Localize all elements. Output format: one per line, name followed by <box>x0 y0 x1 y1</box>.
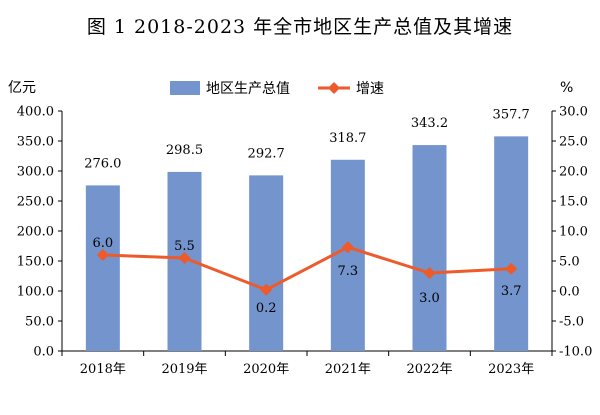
bar <box>412 145 447 351</box>
y-left-tick-label: 350.0 <box>17 135 54 150</box>
y-right-tick-label: 25.0 <box>559 135 588 150</box>
bar-value-label: 276.0 <box>84 156 121 171</box>
y-left-tick-label: 100.0 <box>17 285 54 300</box>
line-value-label: 3.7 <box>501 284 522 299</box>
bar <box>249 175 284 351</box>
legend-bar-label: 地区生产总值 <box>206 81 290 97</box>
y-right-tick-label: 15.0 <box>559 195 588 210</box>
line-point <box>260 283 273 296</box>
tick-labels: 0.0 50.0 100.0 150.0 200.0 250.0 300.0 350.0 400… <box>17 105 593 378</box>
line-value-label: 5.5 <box>174 239 195 254</box>
line-point <box>423 267 436 279</box>
bar-value-label: 298.5 <box>166 143 203 158</box>
y-right-tick-label: -5.0 <box>559 315 584 330</box>
bar-series <box>85 136 529 351</box>
y-right-tick-label: 30.0 <box>559 105 588 120</box>
growth-line <box>102 245 512 292</box>
line-point <box>96 249 109 261</box>
y-right-tick-label: 0.0 <box>559 285 580 300</box>
x-tick-label: 2023年 <box>488 362 534 377</box>
bar <box>330 159 365 351</box>
line-value-label: 3.0 <box>419 291 440 306</box>
legend-bar-swatch <box>170 81 200 95</box>
axes <box>58 110 556 356</box>
y-left-tick-label: 300.0 <box>17 165 54 180</box>
y-left-tick-label: 50.0 <box>25 315 54 330</box>
line-value-label: 7.3 <box>337 264 358 279</box>
x-tick-label: 2018年 <box>80 362 126 377</box>
line-point <box>178 252 191 264</box>
line-value-label: 6.0 <box>92 236 113 251</box>
y-left-tick-label: 150.0 <box>17 255 54 270</box>
y-left-tick-label: 250.0 <box>17 195 54 210</box>
y-left-tick-label: 0.0 <box>33 345 54 360</box>
data-labels: 276.0 298.5 292.7 318.7 343.2 357.7 6.0 5.5 0.2 7… <box>84 107 530 315</box>
x-tick-label: 2019年 <box>161 362 207 377</box>
bar-value-label: 318.7 <box>329 131 366 146</box>
legend-line-label: 增速 <box>356 81 384 97</box>
line-point <box>505 262 518 275</box>
line-value-label: 0.2 <box>256 301 277 316</box>
y-right-tick-label: -10.0 <box>559 345 592 360</box>
legend-line-marker <box>328 82 340 94</box>
y-right-tick-label: 20.0 <box>559 165 588 180</box>
y-right-tick-label: 10.0 <box>559 225 588 240</box>
y-right-tick-label: 5.0 <box>559 255 580 270</box>
y-left-unit: 亿元 <box>8 80 36 96</box>
chart-title: 图 1 2018-2023 年全市地区生产总值及其增速 <box>86 16 514 38</box>
y-left-tick-label: 400.0 <box>17 105 54 120</box>
y-left-tick-label: 200.0 <box>17 225 54 240</box>
bar <box>494 136 529 351</box>
x-tick-label: 2020年 <box>243 362 289 377</box>
legend: 地区生产总值 增速 <box>170 81 384 97</box>
x-tick-label: 2021年 <box>325 362 371 377</box>
line-series <box>96 241 518 296</box>
y-right-unit: % <box>560 80 573 96</box>
x-tick-label: 2022年 <box>406 362 452 377</box>
bar-value-label: 343.2 <box>411 116 448 131</box>
bar-value-label: 357.7 <box>493 107 530 122</box>
bar-value-label: 292.7 <box>248 146 285 161</box>
line-point <box>341 241 354 254</box>
bar <box>85 185 120 351</box>
